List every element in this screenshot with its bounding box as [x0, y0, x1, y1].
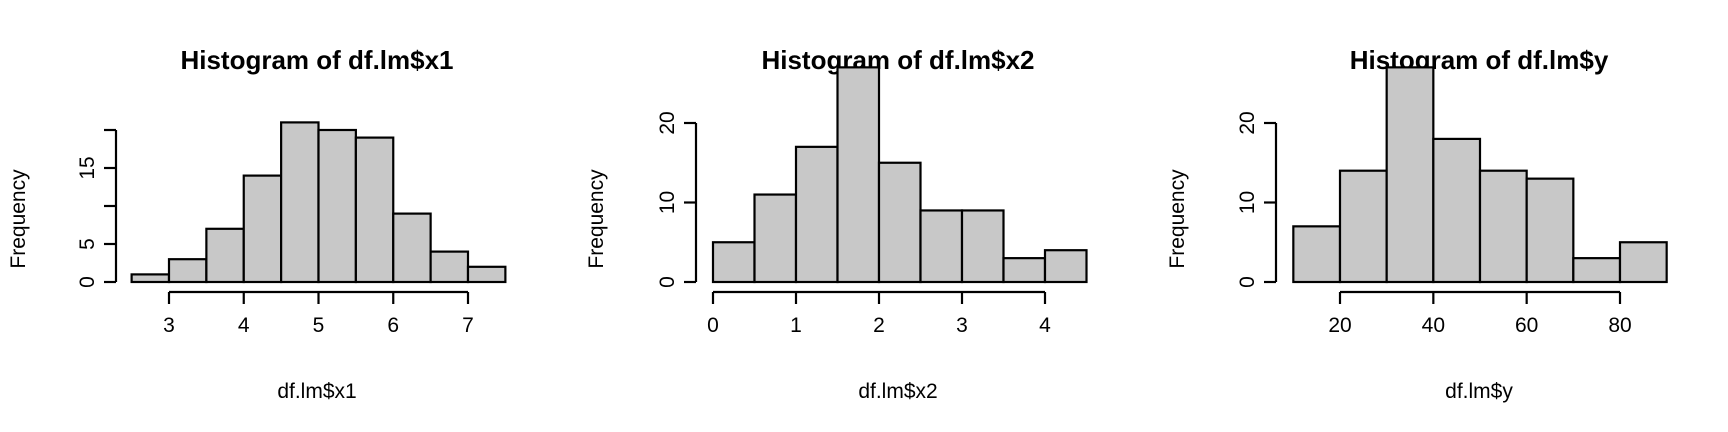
- histogram-panel-x2: Histogram of df.lm$x2 df.lm$x2 Frequency…: [585, 45, 1088, 403]
- x-tick-label: 20: [1328, 314, 1351, 337]
- y-tick-label: 0: [656, 276, 679, 288]
- histogram-bar: [130, 273, 171, 284]
- histogram-bar: [1572, 257, 1622, 284]
- histogram-bar: [1478, 169, 1528, 284]
- y-tick-label: 5: [76, 238, 99, 250]
- histogram-bar: [753, 193, 798, 284]
- histogram-bar: [711, 241, 756, 284]
- histogram-panel-y: Histogram of df.lm$y df.lm$y Frequency 2…: [1166, 45, 1668, 403]
- y-tick-label: 20: [656, 111, 679, 134]
- y-tick-label: 0: [1236, 276, 1259, 288]
- histogram-bar: [1385, 66, 1435, 284]
- y-axis-label: Frequency: [585, 169, 608, 269]
- histogram-bar: [919, 209, 964, 284]
- x-tick-label: 4: [1039, 314, 1051, 337]
- y-tick-label: 20: [1236, 111, 1259, 134]
- y-axis-label: Frequency: [7, 169, 30, 269]
- x-axis-label: df.lm$x2: [858, 380, 937, 403]
- histogram-bar: [354, 136, 395, 284]
- histogram-panel-x1: Histogram of df.lm$x1 df.lm$x1 Frequency…: [7, 45, 507, 403]
- histogram-bar: [317, 128, 357, 284]
- x-tick-label: 2: [873, 314, 885, 337]
- x-tick-label: 3: [163, 314, 175, 337]
- histogram-bar: [1338, 169, 1388, 284]
- histogram-bar: [836, 66, 881, 284]
- histogram-bar: [429, 250, 470, 284]
- x-tick-label: 40: [1422, 314, 1445, 337]
- x-tick-label: 3: [956, 314, 968, 337]
- y-tick-label: 15: [76, 156, 99, 179]
- y-tick-label: 10: [656, 191, 679, 214]
- histogram-bar: [1002, 257, 1047, 284]
- histogram-bar: [466, 265, 507, 284]
- y-tick-label: 0: [76, 276, 99, 288]
- x-tick-label: 7: [462, 314, 474, 337]
- histogram-bar: [392, 212, 432, 284]
- histogram-bar: [1618, 241, 1668, 284]
- histogram-bar: [1432, 137, 1482, 284]
- x-tick-label: 6: [387, 314, 399, 337]
- histogram-bar: [877, 161, 922, 284]
- y-axis-label: Frequency: [1166, 169, 1189, 269]
- histogram-bar: [794, 145, 839, 284]
- histogram-bar: [205, 227, 245, 284]
- x-tick-label: 4: [238, 314, 250, 337]
- histogram-bar: [242, 174, 283, 284]
- histogram-bar: [1043, 249, 1088, 284]
- y-tick-label: 10: [1236, 191, 1259, 214]
- x-axis-label: df.lm$y: [1445, 380, 1513, 403]
- x-tick-label: 60: [1515, 314, 1538, 337]
- histogram-bar: [167, 258, 208, 284]
- chart-title: Histogram of df.lm$x1: [180, 45, 453, 75]
- chart-title: Histogram of df.lm$x2: [761, 45, 1034, 75]
- x-tick-label: 0: [707, 314, 719, 337]
- x-axis-label: df.lm$x1: [277, 380, 356, 403]
- histogram-bar: [280, 121, 320, 284]
- x-tick-label: 1: [790, 314, 802, 337]
- x-tick-label: 80: [1608, 314, 1631, 337]
- x-tick-label: 5: [313, 314, 325, 337]
- histogram-bar: [1292, 225, 1342, 284]
- histogram-bar: [960, 209, 1005, 284]
- histogram-bar: [1525, 177, 1575, 284]
